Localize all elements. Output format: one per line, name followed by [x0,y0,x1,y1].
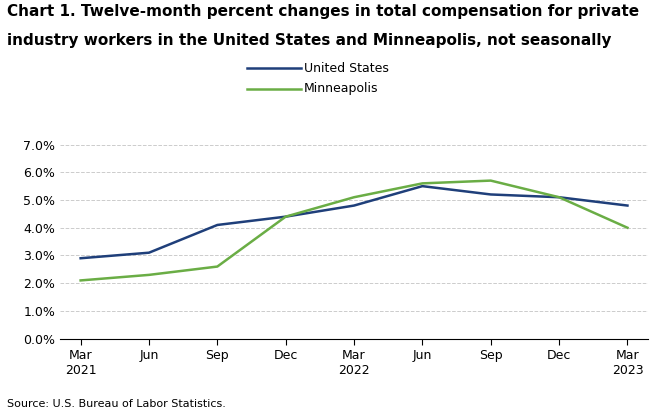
Text: industry workers in the United States and Minneapolis, not seasonally: industry workers in the United States an… [7,33,611,48]
Text: United States: United States [304,62,389,75]
Text: Chart 1. Twelve-month percent changes in total compensation for private: Chart 1. Twelve-month percent changes in… [7,4,639,19]
Text: Minneapolis: Minneapolis [304,82,379,95]
Text: Source: U.S. Bureau of Labor Statistics.: Source: U.S. Bureau of Labor Statistics. [7,399,226,409]
